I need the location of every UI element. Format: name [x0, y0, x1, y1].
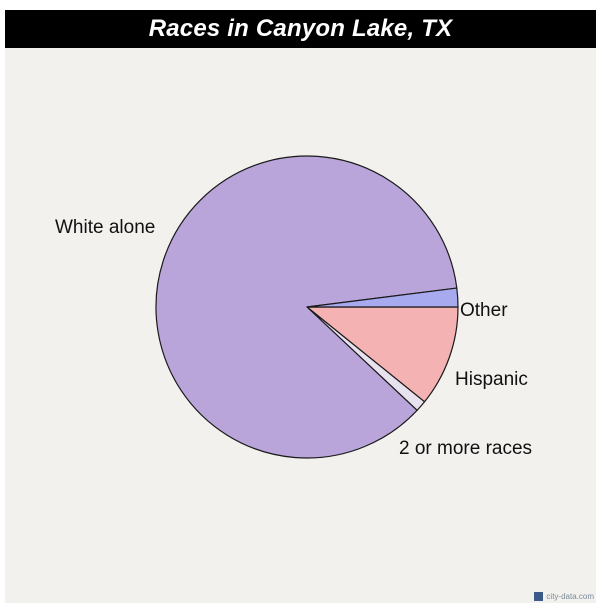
- pie-chart: [155, 155, 459, 459]
- slice-label-other: Other: [460, 300, 508, 321]
- chart-frame: Races in Canyon Lake, TX White alone 2 o…: [5, 10, 596, 603]
- chart-title: Races in Canyon Lake, TX: [148, 15, 453, 42]
- pie-slice-other: [306, 287, 459, 308]
- slice-label-two-or-more-races: 2 or more races: [399, 438, 533, 459]
- footer-credit: city-data.com: [534, 592, 594, 601]
- pie-slice-hispanic: [306, 306, 459, 403]
- footer-text: city-data.com: [546, 592, 594, 601]
- title-bar: Races in Canyon Lake, TX: [5, 10, 596, 48]
- slice-label-hispanic: Hispanic: [455, 369, 528, 390]
- city-data-icon: [534, 592, 544, 601]
- slice-label-white-alone: White alone: [55, 217, 156, 238]
